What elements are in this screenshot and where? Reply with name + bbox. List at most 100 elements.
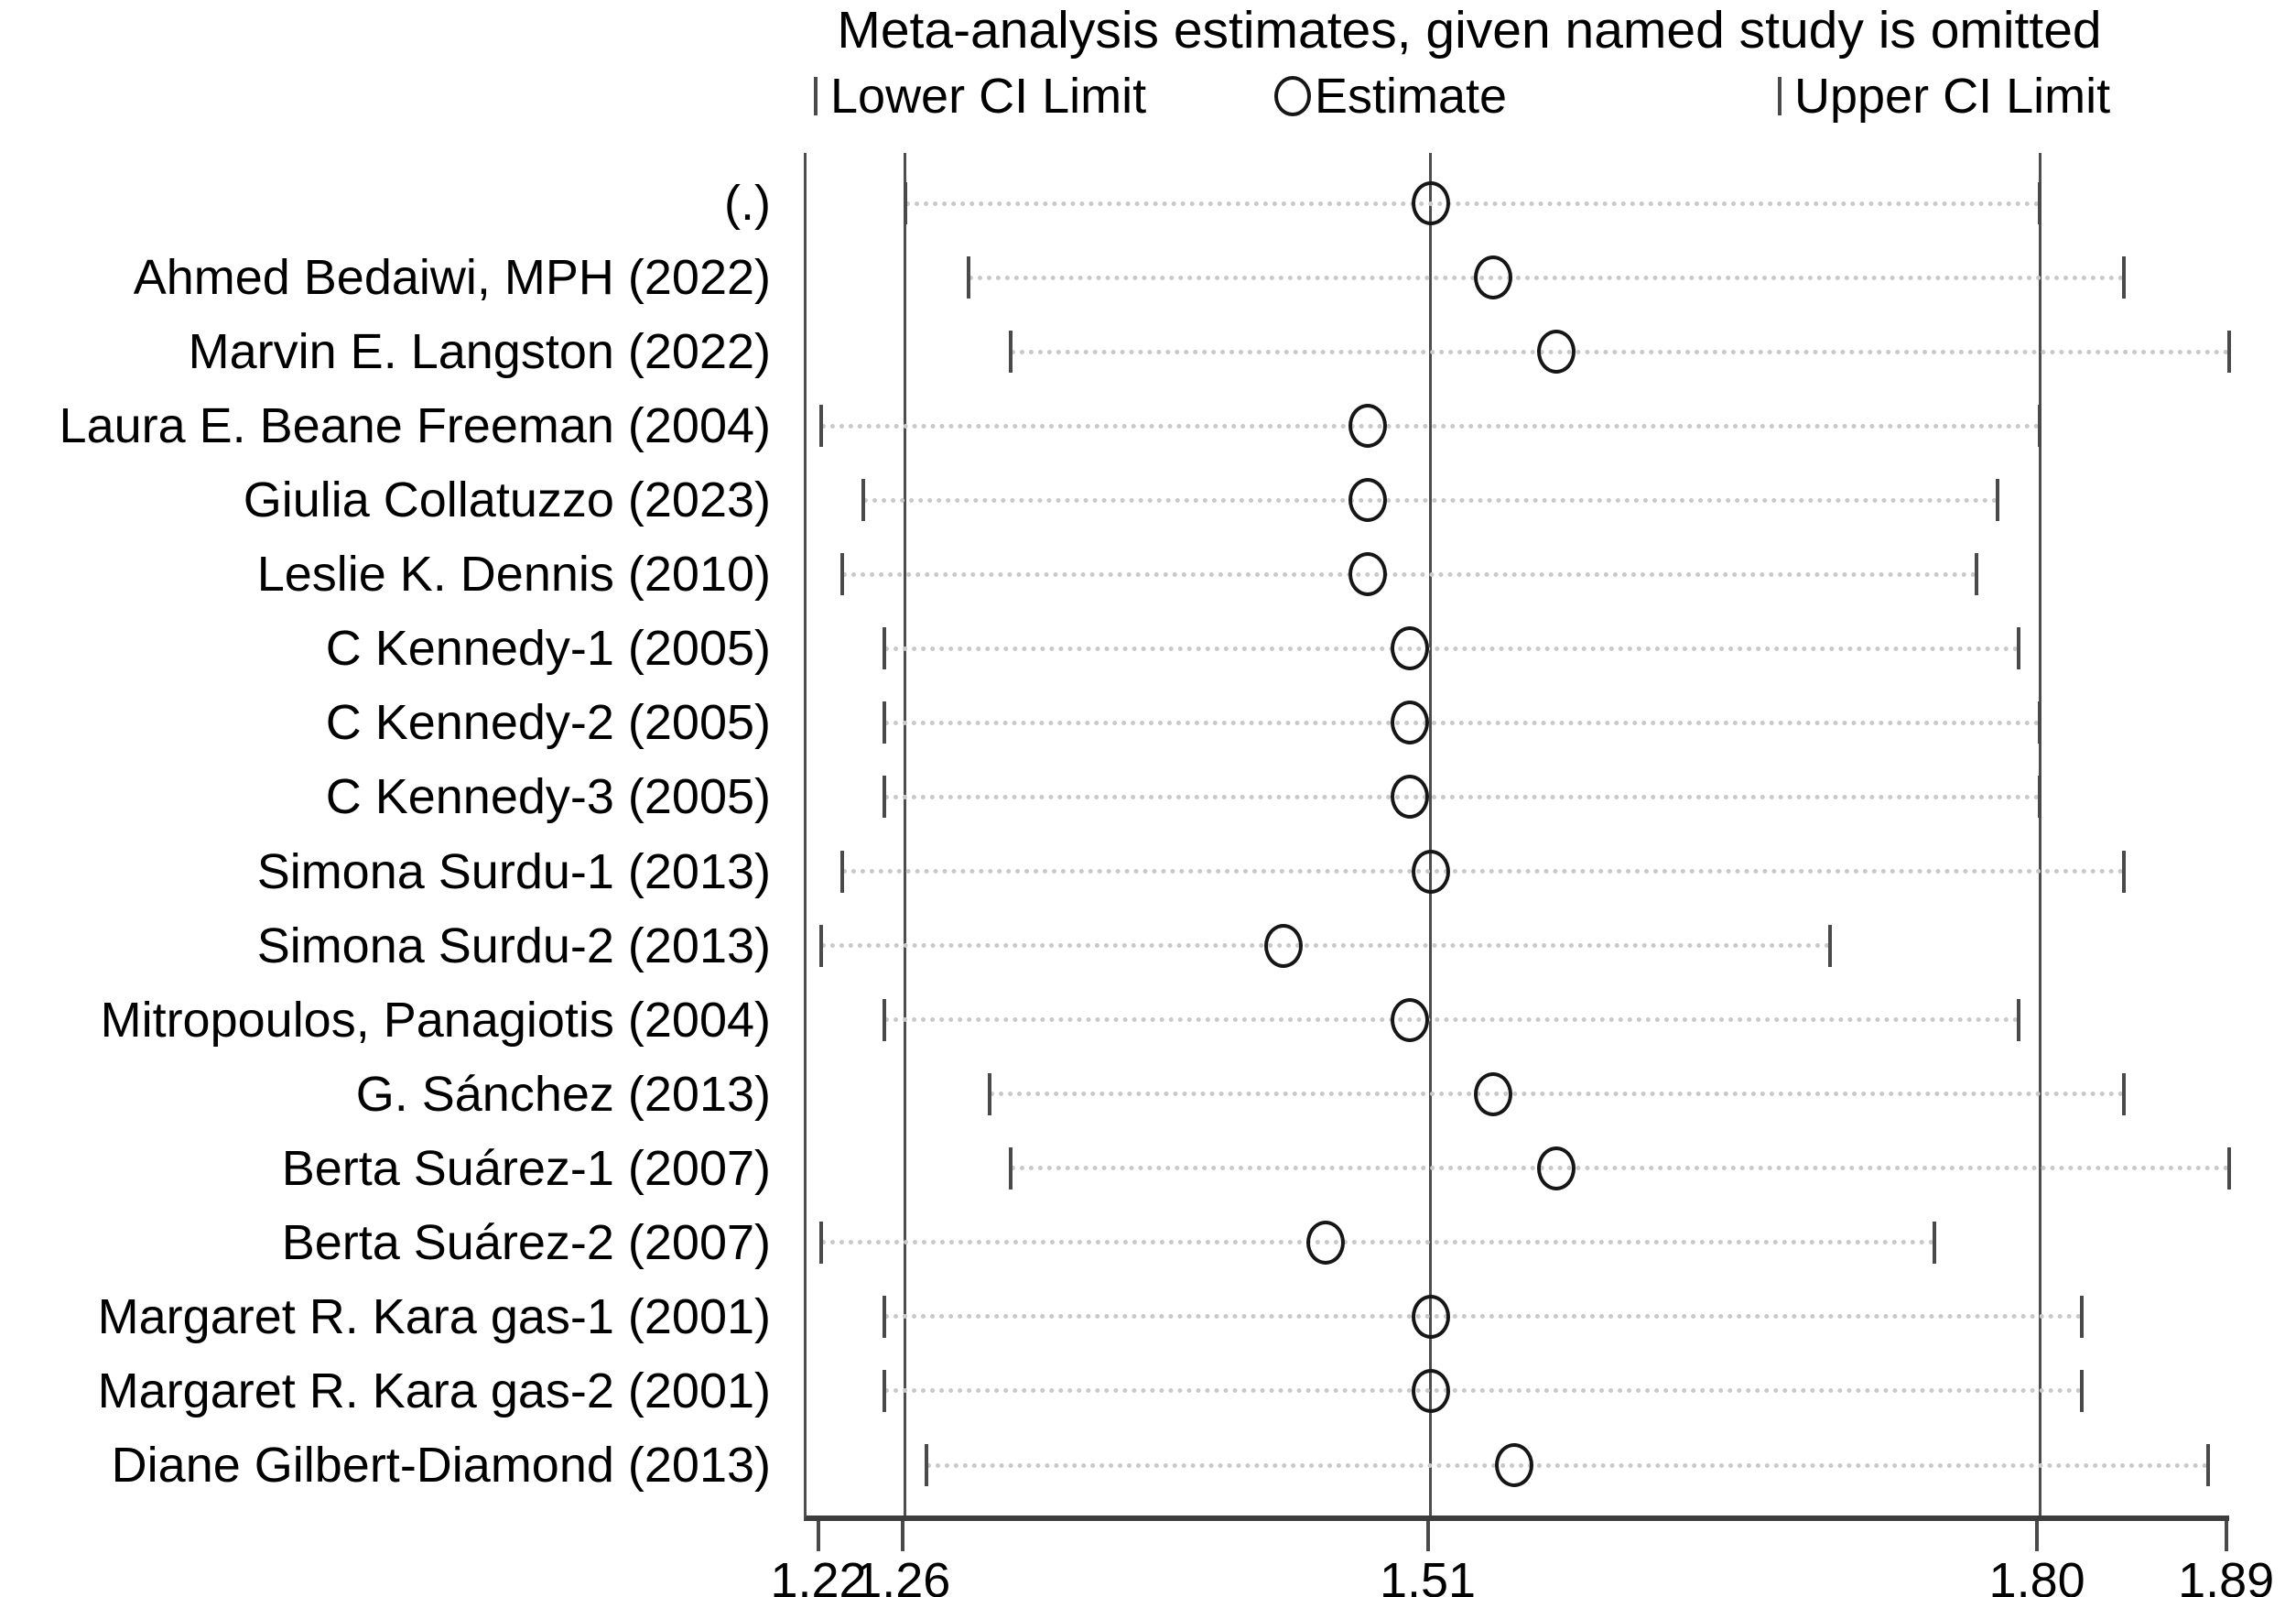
lower-ci-tick bbox=[839, 553, 844, 596]
x-axis-tick bbox=[1425, 1521, 1430, 1551]
estimate-marker bbox=[1411, 1368, 1450, 1413]
ci-dotted-line bbox=[841, 869, 2124, 875]
study-label: Berta Suárez-1 (2007) bbox=[281, 1140, 771, 1196]
study-label: C Kennedy-2 (2005) bbox=[325, 695, 771, 751]
estimate-marker bbox=[1495, 1443, 1534, 1488]
upper-ci-tick bbox=[2038, 776, 2042, 819]
upper-ci-tick bbox=[2017, 998, 2021, 1041]
upper-ci-tick bbox=[2226, 1146, 2231, 1190]
legend-item-upper-ci: Upper CI Limit bbox=[1778, 66, 2110, 126]
study-label: Marvin E. Langston (2022) bbox=[188, 324, 771, 380]
upper-ci-tick bbox=[2205, 1444, 2210, 1487]
x-axis-tick-label: 1.80 bbox=[1988, 1553, 2085, 1597]
x-axis-tick bbox=[900, 1521, 904, 1551]
study-label: Mitropoulos, Panagiotis (2004) bbox=[100, 992, 771, 1048]
x-axis-tick-label: 1.89 bbox=[2178, 1553, 2275, 1597]
estimate-marker bbox=[1474, 1071, 1513, 1116]
ci-dotted-line bbox=[968, 275, 2124, 280]
reference-line-1.8 bbox=[2038, 153, 2041, 1516]
estimate-marker bbox=[1305, 1220, 1345, 1265]
x-axis-tick-label: 1.26 bbox=[854, 1553, 951, 1597]
x-axis-tick-label: 1.22 bbox=[770, 1553, 867, 1597]
upper-ci-tick-icon bbox=[1778, 77, 1782, 115]
upper-ci-tick bbox=[2038, 182, 2042, 224]
ci-dotted-line bbox=[883, 1388, 2082, 1394]
study-label: Simona Surdu-2 (2013) bbox=[256, 918, 771, 973]
ci-dotted-line bbox=[821, 423, 2041, 429]
ci-dotted-line bbox=[883, 720, 2041, 725]
ci-dotted-line bbox=[883, 1314, 2082, 1320]
study-label: Berta Suárez-2 (2007) bbox=[281, 1214, 771, 1270]
study-label: (.) bbox=[724, 176, 771, 231]
lower-ci-tick bbox=[819, 1221, 823, 1264]
ci-dotted-line bbox=[883, 794, 2041, 799]
ci-dotted-line bbox=[1010, 349, 2229, 354]
study-label: Simona Surdu-1 (2013) bbox=[256, 843, 771, 899]
upper-ci-tick bbox=[2226, 331, 2231, 374]
lower-ci-tick-icon bbox=[814, 77, 818, 115]
lower-ci-tick bbox=[882, 1369, 886, 1412]
study-label: Ahmed Bedaiwi, MPH (2022) bbox=[133, 250, 771, 306]
x-axis-tick bbox=[2035, 1521, 2040, 1551]
study-label: G. Sánchez (2013) bbox=[355, 1066, 771, 1122]
lower-ci-tick bbox=[819, 405, 823, 448]
estimate-circle-icon bbox=[1274, 76, 1311, 116]
estimate-marker bbox=[1390, 775, 1429, 820]
lower-ci-tick bbox=[903, 182, 907, 224]
study-label: C Kennedy-3 (2005) bbox=[325, 769, 771, 825]
lower-ci-tick bbox=[882, 776, 886, 819]
upper-ci-tick bbox=[1996, 479, 2000, 522]
ci-dotted-line bbox=[883, 646, 2020, 651]
estimate-marker bbox=[1474, 255, 1513, 300]
legend-estimate-label: Estimate bbox=[1315, 69, 1508, 124]
ci-dotted-line bbox=[821, 943, 1830, 949]
estimate-marker bbox=[1411, 181, 1450, 225]
estimate-marker bbox=[1263, 923, 1303, 968]
lower-ci-tick bbox=[882, 1295, 886, 1338]
lower-ci-tick bbox=[987, 1072, 991, 1115]
reference-line-1.26 bbox=[904, 153, 907, 1516]
upper-ci-tick bbox=[2038, 405, 2042, 448]
ci-dotted-line bbox=[989, 1092, 2124, 1097]
lower-ci-tick bbox=[1008, 331, 1013, 374]
estimate-marker bbox=[1348, 552, 1387, 597]
reference-line-1.51 bbox=[1429, 153, 1433, 1516]
ci-dotted-line bbox=[904, 201, 2041, 206]
legend-item-lower-ci: Lower CI Limit bbox=[814, 66, 1146, 126]
estimate-marker bbox=[1537, 330, 1576, 375]
upper-ci-tick bbox=[2080, 1295, 2084, 1338]
x-axis-tick bbox=[2224, 1521, 2228, 1551]
x-axis-tick bbox=[817, 1521, 820, 1551]
upper-ci-tick bbox=[1827, 924, 1832, 967]
study-label: Giulia Collatuzzo (2023) bbox=[243, 473, 771, 528]
lower-ci-tick bbox=[924, 1444, 928, 1487]
lower-ci-tick bbox=[861, 479, 865, 522]
ci-dotted-line bbox=[926, 1462, 2208, 1468]
ci-dotted-line bbox=[883, 1017, 2020, 1023]
lower-ci-tick bbox=[882, 701, 886, 744]
lower-ci-tick bbox=[882, 627, 886, 670]
legend-item-estimate: Estimate bbox=[1274, 66, 1507, 126]
chart-title: Meta-analysis estimates, given named stu… bbox=[837, 1, 2102, 60]
estimate-marker bbox=[1348, 478, 1387, 523]
ci-dotted-line bbox=[862, 497, 1998, 503]
upper-ci-tick bbox=[2121, 1072, 2126, 1115]
ci-dotted-line bbox=[841, 571, 1977, 577]
study-label: Laura E. Beane Freeman (2004) bbox=[59, 398, 771, 454]
study-label: Margaret R. Kara gas-1 (2001) bbox=[97, 1288, 771, 1344]
study-label: Leslie K. Dennis (2010) bbox=[256, 547, 771, 603]
upper-ci-tick bbox=[2038, 701, 2042, 744]
ci-dotted-line bbox=[821, 1240, 1935, 1245]
upper-ci-tick bbox=[2017, 627, 2021, 670]
estimate-marker bbox=[1411, 1294, 1450, 1339]
legend-upper-label: Upper CI Limit bbox=[1794, 69, 2111, 124]
lower-ci-tick bbox=[882, 998, 886, 1041]
lower-ci-tick bbox=[839, 850, 844, 893]
lower-ci-tick bbox=[1008, 1146, 1013, 1190]
plot-area bbox=[804, 153, 2231, 1521]
estimate-marker bbox=[1390, 626, 1429, 671]
lower-ci-tick bbox=[966, 256, 970, 299]
ci-dotted-line bbox=[1010, 1166, 2229, 1171]
upper-ci-tick bbox=[2121, 850, 2126, 893]
